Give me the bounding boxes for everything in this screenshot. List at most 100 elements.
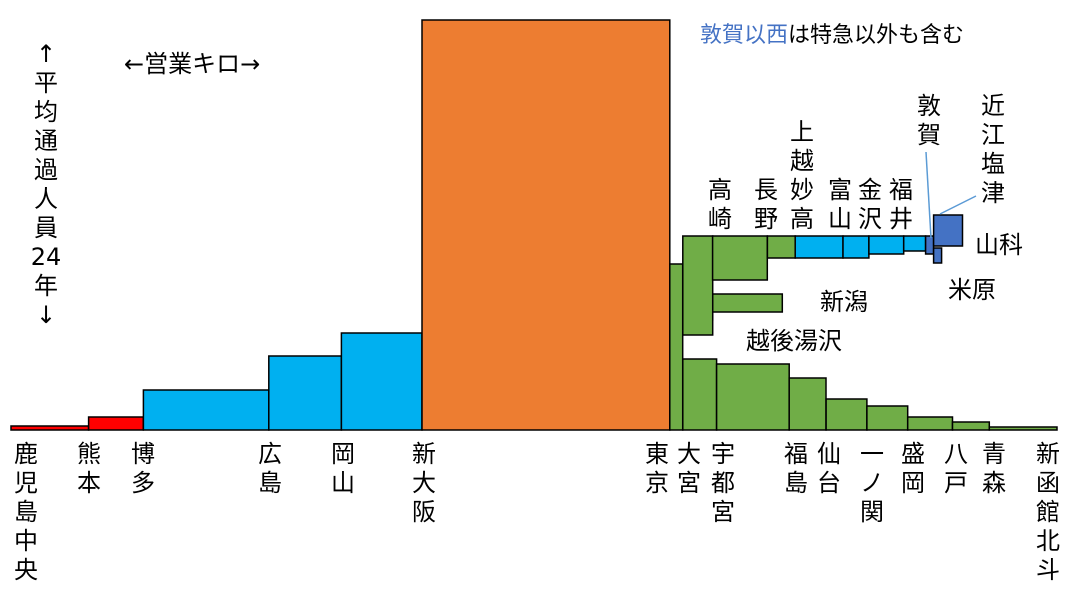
leader-tsuruga [925, 151, 932, 239]
station-label-char: 宮 [711, 498, 735, 526]
bar-up-5 [868, 235, 905, 255]
station-label-char: 函 [1036, 469, 1060, 497]
station-label-char: 博 [131, 440, 155, 468]
station-label-char: 京 [645, 469, 669, 497]
station-label: 熊本 [77, 440, 101, 497]
station-label: 宇都宮 [711, 440, 735, 526]
station-label-upper-char: 山 [828, 205, 852, 233]
station-label-upper-char: 金 [858, 176, 882, 204]
bar-12 [906, 416, 954, 431]
label-echigo-yuzawa: 越後湯沢 [746, 327, 842, 355]
station-label-char: 山 [331, 469, 355, 497]
station-label-char: 台 [817, 469, 841, 497]
bar-up-3 [794, 235, 844, 259]
bar-14 [988, 426, 1058, 431]
station-label-char: 都 [711, 469, 735, 497]
station-label-char: 本 [77, 469, 101, 497]
station-label: 盛岡 [901, 440, 925, 497]
station-label-upper-char: 敦 [917, 92, 941, 120]
station-label-upper-char: 高 [708, 176, 732, 204]
station-label-upper-char: 津 [981, 179, 1005, 207]
station-label-upper-char: 崎 [708, 205, 732, 233]
station-label-char: 多 [131, 469, 155, 497]
station-label-char: 島 [258, 469, 282, 497]
label-maibara: 米原 [948, 276, 996, 304]
y-axis-title-char: 員 [34, 214, 58, 242]
station-label-char: 北 [1036, 527, 1060, 555]
y-axis-title-char: 平 [34, 69, 58, 97]
y-axis-title-char: 年 [34, 272, 58, 300]
station-label-char: 児 [14, 469, 38, 497]
bar-up-1 [711, 235, 769, 281]
station-label-upper-char: 江 [981, 121, 1005, 149]
note: 敦賀以西は特急以外も含む [700, 23, 964, 48]
station-label: 青森 [982, 440, 1006, 497]
station-label-char: 島 [14, 498, 38, 526]
bar-8 [715, 363, 790, 431]
station-label-upper-char: 賀 [917, 121, 941, 149]
station-label: 一ノ関 [860, 440, 884, 526]
station-label-upper-char: 井 [889, 205, 913, 233]
y-axis-title-char: ↑ [36, 40, 56, 68]
station-label-char: 新 [1036, 440, 1060, 468]
station-label-upper: 高崎 [708, 176, 732, 233]
station-label-upper-char: 野 [754, 205, 778, 233]
station-label-char: 新 [412, 440, 436, 468]
station-label: 八戸 [944, 440, 968, 497]
station-label-char: 福 [784, 440, 808, 468]
leader-omishiotsu [939, 195, 977, 215]
note-highlight: 敦賀以西 [700, 23, 788, 48]
station-label-char: 央 [14, 556, 38, 584]
station-label: 東京 [645, 440, 669, 497]
note-rest: は特急以外も含む [788, 23, 964, 48]
bar-11 [866, 405, 909, 431]
station-label-char: 熊 [77, 440, 101, 468]
bar-mid-1 [711, 293, 784, 313]
station-label-char: 斗 [1036, 556, 1060, 584]
station-label-char: 岡 [901, 469, 925, 497]
label-niigata: 新潟 [820, 288, 868, 316]
station-label-upper: 敦賀 [917, 92, 941, 149]
station-label: 仙台 [817, 440, 841, 497]
station-label-char: 八 [944, 440, 968, 468]
bar-up-0 [682, 235, 714, 336]
bar-1 [87, 416, 145, 431]
leader-lines [925, 151, 977, 239]
y-axis-title-char: ↓ [36, 301, 56, 329]
bar-up-8 [932, 214, 964, 247]
bar-0 [10, 425, 90, 431]
y-axis-title-char: 人 [34, 185, 58, 213]
station-label-char: 宮 [677, 469, 701, 497]
station-label-char: 森 [982, 469, 1006, 497]
labels-layer: ↑平均通過人員24年↓鹿児島中央熊本博多広島岡山新大阪東京大宮宇都宮福島仙台一ノ… [14, 40, 1060, 584]
station-label-upper-char: 近 [981, 92, 1005, 120]
bar-up-4 [842, 235, 870, 259]
station-label: 大宮 [677, 440, 701, 497]
station-label-upper-char: 長 [754, 176, 778, 204]
station-label-upper-char: 越 [790, 147, 814, 175]
station-label-char: 盛 [901, 440, 925, 468]
station-label-char: 鹿 [14, 440, 38, 468]
station-label: 岡山 [331, 440, 355, 497]
y-axis-title-char: 均 [34, 98, 58, 126]
station-label-upper: 長野 [754, 176, 778, 233]
bar-up-6 [902, 235, 927, 252]
x-axis-title: ←営業キロ→ [124, 50, 260, 78]
station-label-char: 岡 [331, 440, 355, 468]
bars-layer [10, 19, 1058, 431]
bar-13 [951, 421, 991, 431]
station-label-upper-char: 高 [790, 205, 814, 233]
bar-7 [682, 358, 718, 431]
bar-2 [142, 389, 270, 431]
bar-up-9 [932, 247, 943, 264]
bar-up-2 [766, 235, 797, 259]
station-label-upper: 富山 [828, 176, 852, 233]
station-label: 博多 [131, 440, 155, 497]
station-label-char: 東 [645, 440, 669, 468]
station-label-upper-char: 上 [790, 118, 814, 146]
bar-4 [340, 332, 423, 431]
